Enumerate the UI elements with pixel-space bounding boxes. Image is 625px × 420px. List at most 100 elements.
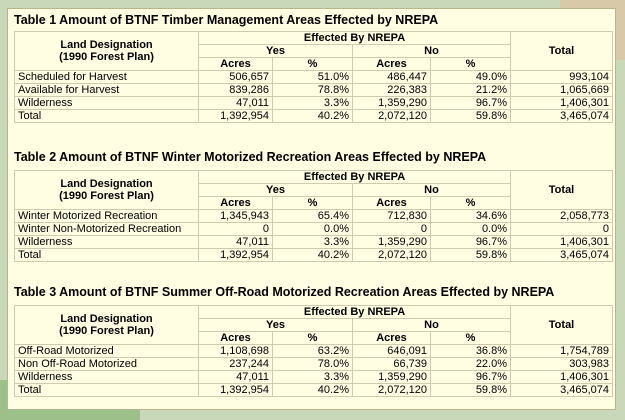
cell: 1,392,954 xyxy=(198,383,273,397)
header-text: Land Designation xyxy=(60,39,153,51)
cell: 712,830 xyxy=(352,209,431,223)
table-title: Table 3 Amount of BTNF Summer Off-Road M… xyxy=(14,285,555,299)
cell: 3.3% xyxy=(272,370,353,384)
cell: 49.0% xyxy=(429,70,512,84)
yes-header: Yes xyxy=(198,183,353,197)
data-row: Total 1,392,954 40.2% 2,072,120 59.8% 3,465,0… xyxy=(14,383,614,397)
sub-header: % xyxy=(272,57,353,71)
header-text: (1990 Forest Plan) xyxy=(59,190,154,202)
header-row: Acres% Acres% xyxy=(15,57,613,71)
row-label: Wilderness xyxy=(14,235,199,249)
cell: 226,383 xyxy=(352,83,431,97)
cell: 96.7% xyxy=(429,235,512,249)
sub-header: Acres xyxy=(352,331,431,345)
cell: 1,392,954 xyxy=(198,248,273,262)
cell: 237,244 xyxy=(198,357,273,371)
total-header: Total xyxy=(510,170,614,210)
sub-header: % xyxy=(429,196,512,210)
data-table: Land Designation (1990 Forest Plan) Effect… xyxy=(14,170,614,262)
cell: 40.2% xyxy=(272,109,353,123)
cell: 1,108,698 xyxy=(198,344,273,358)
cell: 3,465,074 xyxy=(510,248,614,262)
row-label: Non Off-Road Motorized xyxy=(14,357,199,371)
cell: 1,406,301 xyxy=(510,96,614,110)
cell: 40.2% xyxy=(272,383,353,397)
cell: 2,072,120 xyxy=(352,109,431,123)
cell: 3,465,074 xyxy=(510,109,614,123)
cell: 59.8% xyxy=(429,248,512,262)
cell: 1,406,301 xyxy=(510,235,614,249)
cell: 1,359,290 xyxy=(352,370,431,384)
header-text: (1990 Forest Plan) xyxy=(59,325,154,337)
header-row: Land Designation (1990 Forest Plan) Effect… xyxy=(14,170,614,210)
cell: 1,406,301 xyxy=(510,370,614,384)
sub-header: Acres xyxy=(352,196,431,210)
effected-header: Effected By NREPA xyxy=(197,305,512,319)
land-designation-header: Land Designation (1990 Forest Plan) xyxy=(14,170,199,210)
cell: 36.8% xyxy=(429,344,512,358)
row-label: Wilderness xyxy=(14,370,199,384)
data-row: Total 1,392,954 40.2% 2,072,120 59.8% 3,465,0… xyxy=(14,248,614,262)
cell: 59.8% xyxy=(429,383,512,397)
cell: 2,072,120 xyxy=(352,383,431,397)
cell: 47,011 xyxy=(198,370,273,384)
cell: 59.8% xyxy=(429,109,512,123)
row-label: Winter Non-Motorized Recreation xyxy=(14,222,199,236)
data-row: Wilderness 47,011 3.3% 1,359,290 96.7% 1,406,… xyxy=(14,96,614,110)
no-header: No xyxy=(351,318,512,332)
sub-header: % xyxy=(272,331,353,345)
data-row: Available for Harvest 839,286 78.8% 226,383… xyxy=(14,83,614,97)
header-row: Land Designation (1990 Forest Plan) Effect… xyxy=(14,31,614,71)
no-header: No xyxy=(351,183,512,197)
sub-header: Acres xyxy=(198,57,273,71)
yes-header: Yes xyxy=(198,318,353,332)
total-header: Total xyxy=(510,31,614,71)
data-row: Wilderness 47,011 3.3% 1,359,290 96.7% 1,406,… xyxy=(14,370,614,384)
cell: 303,983 xyxy=(510,357,614,371)
cell: 34.6% xyxy=(429,209,512,223)
header-text: Land Designation xyxy=(60,313,153,325)
cell: 1,359,290 xyxy=(352,96,431,110)
cell: 2,072,120 xyxy=(352,248,431,262)
cell: 0 xyxy=(198,222,273,236)
cell: 78.0% xyxy=(272,357,353,371)
cell: 0 xyxy=(510,222,614,236)
row-label: Total xyxy=(14,248,199,262)
header-text: Land Designation xyxy=(60,178,153,190)
cell: 40.2% xyxy=(272,248,353,262)
cell: 0.0% xyxy=(272,222,353,236)
cell: 1,065,669 xyxy=(510,83,614,97)
data-table: Land Designation (1990 Forest Plan) Effect… xyxy=(14,31,614,123)
cell: 78.8% xyxy=(272,83,353,97)
cell: 839,286 xyxy=(198,83,273,97)
row-label: Winter Motorized Recreation xyxy=(14,209,199,223)
cell: 1,392,954 xyxy=(198,109,273,123)
sub-header: Acres xyxy=(198,196,273,210)
cell: 2,058,773 xyxy=(510,209,614,223)
cell: 0.0% xyxy=(429,222,512,236)
land-designation-header: Land Designation (1990 Forest Plan) xyxy=(14,305,199,345)
cell: 1,754,789 xyxy=(510,344,614,358)
row-label: Scheduled for Harvest xyxy=(14,70,199,84)
cell: 47,011 xyxy=(198,235,273,249)
cell: 1,359,290 xyxy=(352,235,431,249)
cell: 1,345,943 xyxy=(198,209,273,223)
row-label: Available for Harvest xyxy=(14,83,199,97)
cell: 22.0% xyxy=(429,357,512,371)
sub-header: Acres xyxy=(352,57,431,71)
cell: 51.0% xyxy=(272,70,353,84)
cell: 486,447 xyxy=(352,70,431,84)
header-text: (1990 Forest Plan) xyxy=(59,51,154,63)
cell: 3.3% xyxy=(272,235,353,249)
data-table: Land Designation (1990 Forest Plan) Effect… xyxy=(14,305,614,397)
cell: 66,739 xyxy=(352,357,431,371)
cell: 96.7% xyxy=(429,370,512,384)
yes-header: Yes xyxy=(198,44,353,58)
header-row: Yes No xyxy=(15,44,613,58)
sub-header: % xyxy=(429,57,512,71)
cell: 65.4% xyxy=(272,209,353,223)
cell: 3.3% xyxy=(272,96,353,110)
cell: 96.7% xyxy=(429,96,512,110)
no-header: No xyxy=(351,44,512,58)
